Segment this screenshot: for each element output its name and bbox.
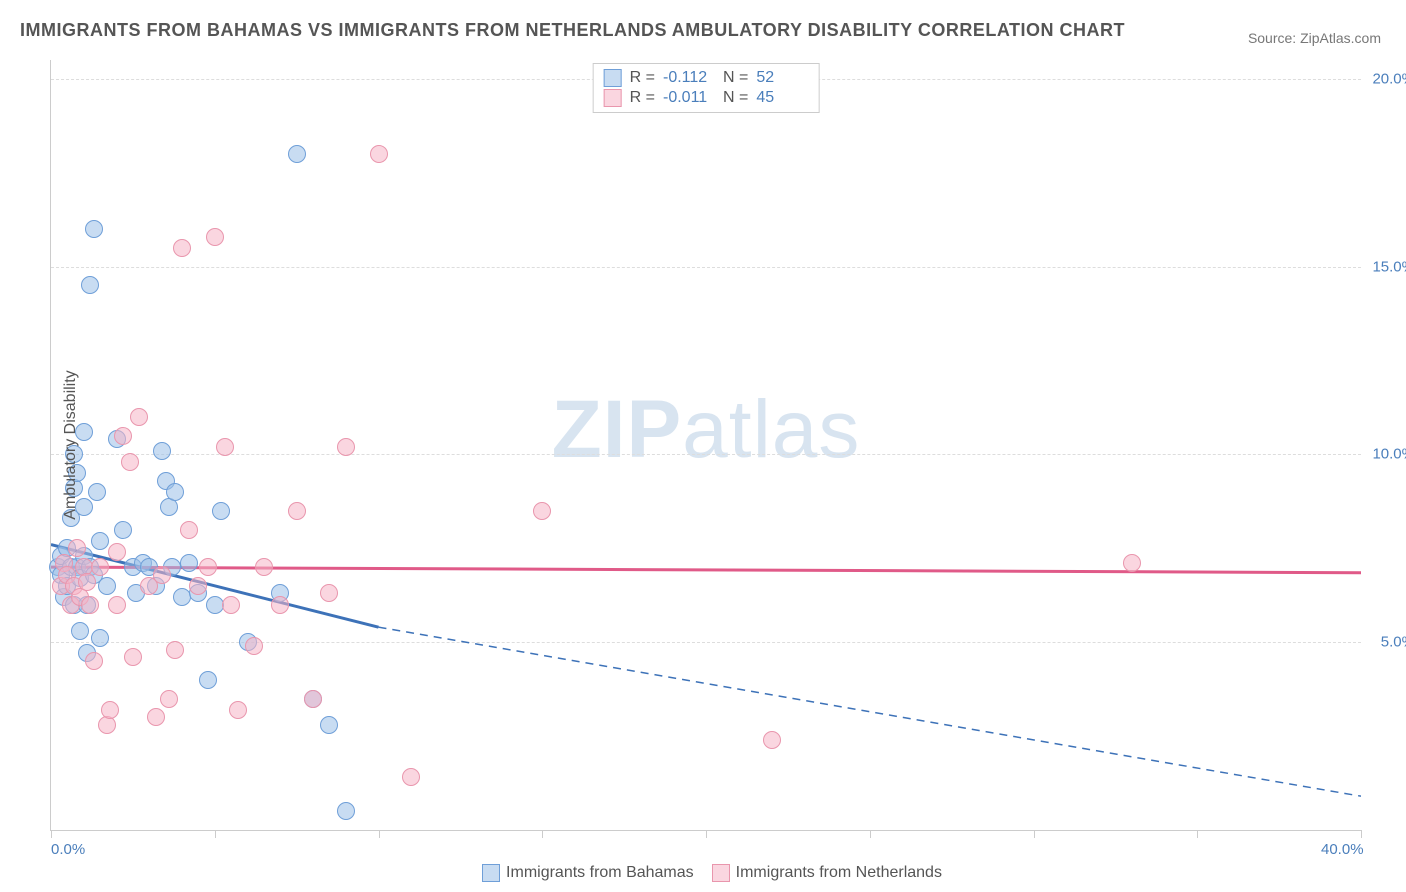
data-point-netherlands xyxy=(68,539,86,557)
data-point-netherlands xyxy=(370,145,388,163)
data-point-netherlands xyxy=(255,558,273,576)
watermark: ZIPatlas xyxy=(552,383,861,477)
data-point-netherlands xyxy=(533,502,551,520)
data-point-netherlands xyxy=(206,228,224,246)
data-point-bahamas xyxy=(91,532,109,550)
data-point-bahamas xyxy=(199,671,217,689)
r-value: -0.112 xyxy=(663,69,715,87)
data-point-bahamas xyxy=(173,588,191,606)
data-point-netherlands xyxy=(147,708,165,726)
x-tick xyxy=(542,830,543,838)
y-tick-label: 10.0% xyxy=(1372,446,1406,463)
data-point-bahamas xyxy=(180,554,198,572)
r-label: R = xyxy=(630,69,655,87)
data-point-netherlands xyxy=(124,648,142,666)
data-point-netherlands xyxy=(189,577,207,595)
data-point-bahamas xyxy=(166,483,184,501)
data-point-netherlands xyxy=(98,716,116,734)
y-tick-label: 20.0% xyxy=(1372,70,1406,87)
data-point-netherlands xyxy=(114,427,132,445)
data-point-netherlands xyxy=(402,768,420,786)
data-point-netherlands xyxy=(763,731,781,749)
data-point-bahamas xyxy=(71,622,89,640)
data-point-netherlands xyxy=(180,521,198,539)
data-point-netherlands xyxy=(91,558,109,576)
x-tick-label: 0.0% xyxy=(51,841,85,858)
n-label: N = xyxy=(723,89,748,107)
data-point-netherlands xyxy=(173,239,191,257)
plot-area: ZIPatlas 5.0%10.0%15.0%20.0%0.0%40.0% R … xyxy=(50,60,1361,831)
x-tick xyxy=(379,830,380,838)
gridline xyxy=(51,454,1361,455)
x-tick-label: 40.0% xyxy=(1321,841,1364,858)
data-point-netherlands xyxy=(216,438,234,456)
data-point-netherlands xyxy=(271,596,289,614)
r-label: R = xyxy=(630,89,655,107)
x-tick xyxy=(870,830,871,838)
data-point-netherlands xyxy=(153,566,171,584)
chart-title: IMMIGRANTS FROM BAHAMAS VS IMMIGRANTS FR… xyxy=(20,20,1125,41)
y-axis-label: Ambulatory Disability xyxy=(62,370,80,519)
data-point-bahamas xyxy=(337,802,355,820)
data-point-netherlands xyxy=(245,637,263,655)
data-point-netherlands xyxy=(108,543,126,561)
data-point-bahamas xyxy=(91,629,109,647)
x-tick xyxy=(215,830,216,838)
y-tick-label: 15.0% xyxy=(1372,258,1406,275)
x-tick xyxy=(1034,830,1035,838)
n-value: 45 xyxy=(756,89,808,107)
n-label: N = xyxy=(723,69,748,87)
data-point-netherlands xyxy=(101,701,119,719)
legend-swatch xyxy=(604,89,622,107)
data-point-netherlands xyxy=(337,438,355,456)
watermark-bold: ZIP xyxy=(552,384,683,475)
r-value: -0.011 xyxy=(663,89,715,107)
data-point-netherlands xyxy=(304,690,322,708)
data-point-bahamas xyxy=(206,596,224,614)
data-point-netherlands xyxy=(229,701,247,719)
legend-swatch xyxy=(604,69,622,87)
data-point-bahamas xyxy=(88,483,106,501)
data-point-bahamas xyxy=(114,521,132,539)
legend-stats-box: R = -0.112 N = 52 R = -0.011 N = 45 xyxy=(593,63,820,113)
data-point-bahamas xyxy=(85,220,103,238)
trend-lines xyxy=(51,60,1361,830)
data-point-netherlands xyxy=(85,652,103,670)
legend-stat-row-netherlands: R = -0.011 N = 45 xyxy=(604,88,809,108)
data-point-netherlands xyxy=(121,453,139,471)
x-tick xyxy=(51,830,52,838)
legend-label-bahamas: Immigrants from Bahamas xyxy=(506,864,694,881)
x-tick xyxy=(1197,830,1198,838)
legend-bottom: Immigrants from Bahamas Immigrants from N… xyxy=(0,864,1406,882)
data-point-netherlands xyxy=(78,573,96,591)
n-value: 52 xyxy=(756,69,808,87)
legend-label-netherlands: Immigrants from Netherlands xyxy=(736,864,942,881)
data-point-netherlands xyxy=(222,596,240,614)
watermark-light: atlas xyxy=(682,384,860,475)
data-point-bahamas xyxy=(212,502,230,520)
data-point-bahamas xyxy=(98,577,116,595)
data-point-netherlands xyxy=(166,641,184,659)
data-point-bahamas xyxy=(320,716,338,734)
data-point-bahamas xyxy=(81,276,99,294)
data-point-netherlands xyxy=(160,690,178,708)
source-label: Source: ZipAtlas.com xyxy=(1248,30,1381,46)
data-point-netherlands xyxy=(1123,554,1141,572)
gridline xyxy=(51,267,1361,268)
data-point-netherlands xyxy=(199,558,217,576)
x-tick xyxy=(706,830,707,838)
legend-swatch-netherlands xyxy=(712,864,730,882)
data-point-bahamas xyxy=(153,442,171,460)
data-point-netherlands xyxy=(81,596,99,614)
y-tick-label: 5.0% xyxy=(1381,634,1406,651)
data-point-netherlands xyxy=(320,584,338,602)
data-point-netherlands xyxy=(130,408,148,426)
legend-swatch-bahamas xyxy=(482,864,500,882)
data-point-bahamas xyxy=(288,145,306,163)
legend-stat-row-bahamas: R = -0.112 N = 52 xyxy=(604,68,809,88)
x-tick xyxy=(1361,830,1362,838)
data-point-netherlands xyxy=(108,596,126,614)
data-point-netherlands xyxy=(288,502,306,520)
